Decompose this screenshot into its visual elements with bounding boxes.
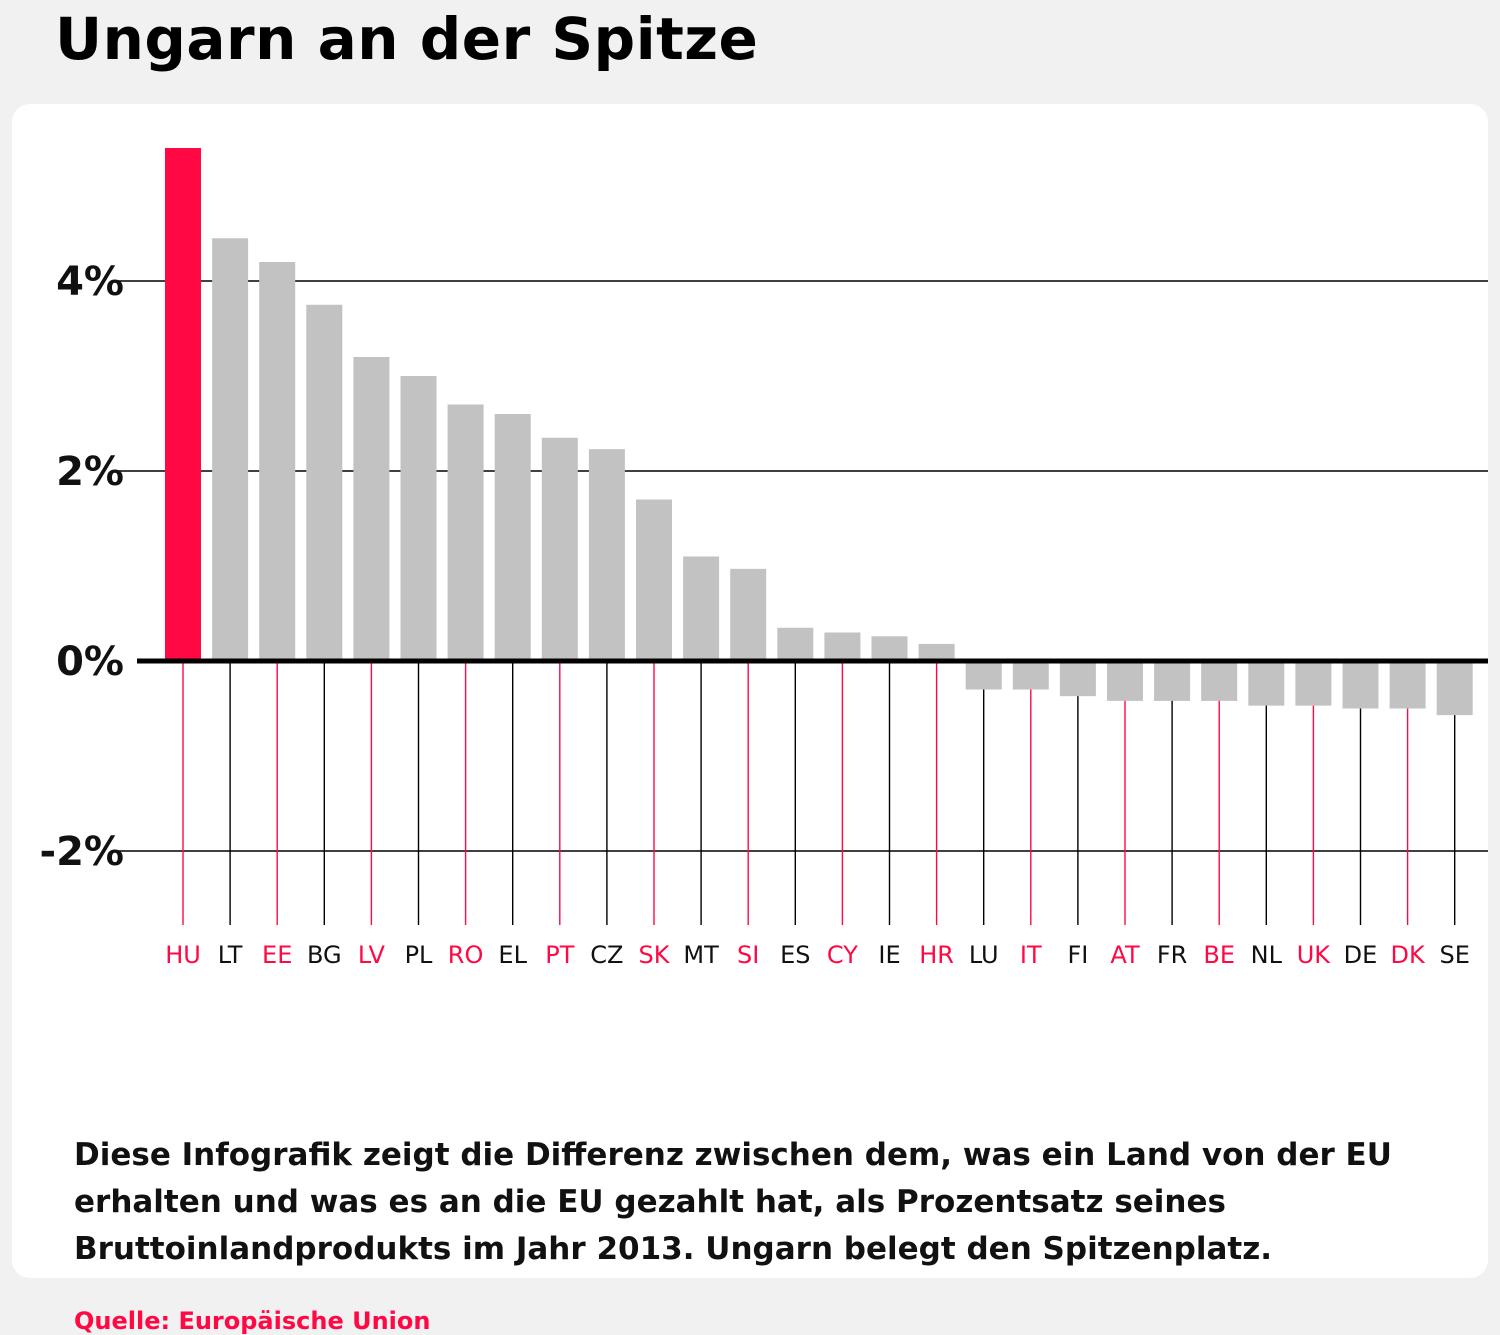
category-label-si: SI [737, 941, 759, 969]
category-label-se: SE [1439, 941, 1469, 969]
bar-at [1107, 661, 1143, 701]
category-label-uk: UK [1297, 941, 1332, 969]
category-label-es: ES [780, 941, 810, 969]
category-label-el: EL [498, 941, 527, 969]
bar-ro [447, 404, 484, 661]
bar-it [1012, 661, 1049, 690]
category-label-de: DE [1344, 941, 1378, 969]
source-text: Quelle: Europäische Union [74, 1307, 431, 1335]
category-label-it: IT [1020, 941, 1042, 969]
category-label-at: AT [1110, 941, 1140, 969]
y-tick-label: 2% [56, 449, 124, 495]
y-tick-label: -2% [39, 829, 124, 875]
category-label-bg: BG [307, 941, 342, 969]
bar-cy [824, 632, 861, 661]
category-label-lv: LV [358, 941, 386, 969]
bar-lu [965, 661, 1002, 690]
y-tick-labels: 4% 2% 0% -2% [39, 259, 124, 875]
y-tick-label: 0% [56, 639, 124, 685]
category-label-hr: HR [919, 941, 954, 969]
category-label-ee: EE [262, 941, 292, 969]
bar-sk [636, 499, 672, 661]
bar-uk [1295, 661, 1332, 706]
category-label-cy: CY [827, 941, 858, 969]
bar-chart: 4% 2% 0% -2% HU LT EE BG LV PL RO EL PT CZ SK MT SI ES CY… [39, 148, 1488, 969]
chart-title: Ungarn an der Spitze [55, 5, 759, 73]
category-label-fr: FR [1157, 941, 1187, 969]
bar-hu [165, 148, 201, 661]
bar-be [1201, 661, 1238, 701]
bar-fi [1059, 661, 1096, 697]
category-label-lu: LU [969, 941, 999, 969]
bar-bg [306, 304, 343, 661]
category-label-ie: IE [878, 941, 900, 969]
category-label-ro: RO [448, 941, 484, 969]
category-label-sk: SK [639, 941, 671, 969]
category-label-be: BE [1203, 941, 1235, 969]
y-tick-label: 4% [56, 259, 124, 305]
bars [165, 148, 1473, 716]
bar-si [730, 568, 767, 661]
bar-ie [871, 636, 908, 661]
bar-ee [259, 262, 296, 661]
category-label-pl: PL [405, 941, 433, 969]
bar-lv [353, 357, 390, 661]
bar-pl [400, 376, 437, 661]
bar-el [494, 414, 531, 661]
category-label-mt: MT [683, 941, 719, 969]
bar-se [1436, 661, 1473, 716]
bar-de [1342, 661, 1379, 709]
bar-dk [1389, 661, 1426, 709]
bar-cz [588, 449, 625, 661]
category-label-cz: CZ [590, 941, 623, 969]
category-label-fi: FI [1067, 941, 1088, 969]
description-text: Diese Infografik zeigt die Differenz zwi… [74, 1137, 1392, 1267]
bar-hr [918, 643, 955, 661]
bar-fr [1154, 661, 1191, 701]
category-label-lt: LT [218, 941, 243, 969]
bar-lt [212, 238, 249, 661]
bar-es [777, 627, 814, 661]
x-category-labels: HU LT EE BG LV PL RO EL PT CZ SK MT SI ES CY IE HR LU IT FI… [165, 941, 1470, 969]
category-leader-lines [182, 661, 1456, 925]
category-label-nl: NL [1251, 941, 1283, 969]
bar-mt [683, 556, 720, 661]
bar-nl [1248, 661, 1285, 706]
category-label-dk: DK [1390, 941, 1425, 969]
category-label-hu: HU [165, 941, 201, 969]
category-label-pt: PT [545, 941, 574, 969]
bar-pt [541, 437, 578, 661]
chart-card: 4% 2% 0% -2% HU LT EE BG LV PL RO EL PT CZ SK MT SI ES CY… [12, 104, 1488, 1335]
